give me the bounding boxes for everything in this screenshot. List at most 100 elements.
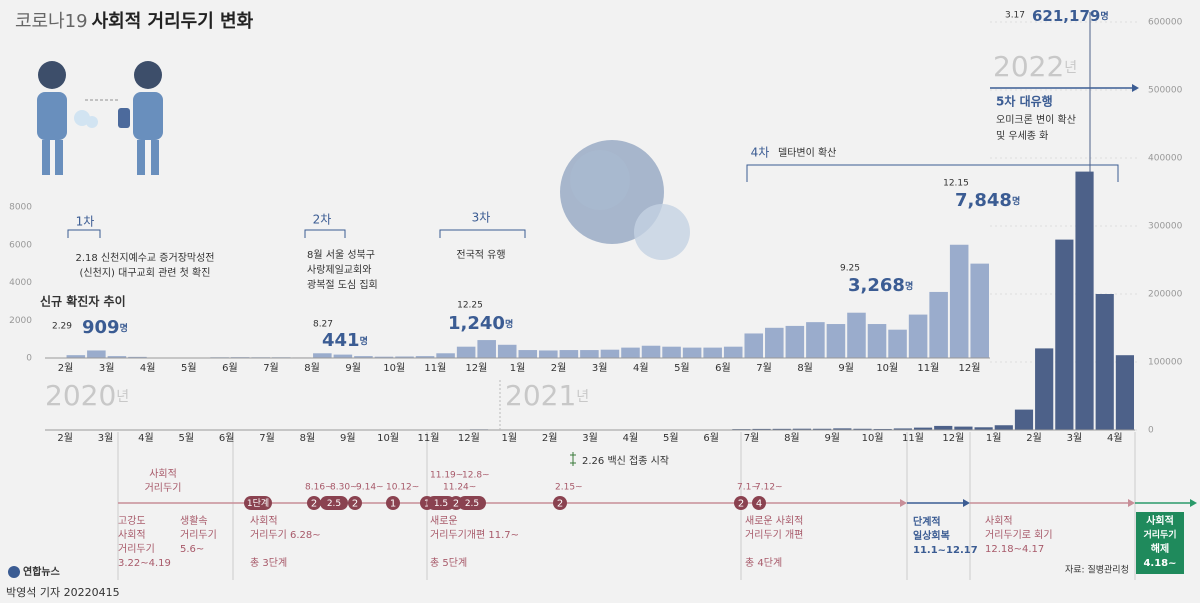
x-tick-label: 8월 <box>300 432 316 444</box>
bar <box>354 356 373 358</box>
stage-label: 2 <box>352 499 358 510</box>
x-tick-label: 5월 <box>663 432 679 444</box>
wave-label: 2차 <box>313 213 332 227</box>
wave-brackets <box>67 164 1119 238</box>
peak-value: 7,848명 <box>955 190 1020 211</box>
y-tick-label: 2000 <box>9 316 32 326</box>
timeline: 8.16~8.30~9.14~ 10.12~ 11.19~12.8~ 11.24~ 2.… <box>118 471 1053 570</box>
stage-label: 2.5 <box>327 499 341 509</box>
timeline-note: 거리두기 <box>145 482 182 494</box>
x-tick-label: 3월 <box>99 362 115 374</box>
x-tick-label: 4월 <box>138 432 154 444</box>
stage-marker <box>386 496 400 510</box>
bar <box>974 427 993 430</box>
y-tick-label: 400000 <box>1148 154 1183 164</box>
stage-marker <box>752 496 766 510</box>
stage-date: 10.12~ <box>386 483 419 493</box>
x-tick-label: 9월 <box>340 432 356 444</box>
wave-label: 4차 <box>751 146 770 160</box>
stage-note: 사회적 <box>250 515 278 527</box>
bar <box>395 356 414 358</box>
stage-total: 총 3단계 <box>250 557 287 569</box>
bar <box>682 347 702 358</box>
wave-label: 3차 <box>472 211 491 225</box>
bar <box>873 428 892 430</box>
arrow-head <box>963 499 970 507</box>
stage-note: 12.18~4.17 <box>985 544 1044 555</box>
year-label: 2020년 <box>45 379 129 412</box>
stage-marker <box>320 496 348 510</box>
x-tick-label: 4월 <box>623 432 639 444</box>
stage-date: 7.12~ <box>755 483 783 493</box>
wave-text: 8월 서울 성북구 <box>307 249 375 261</box>
y-tick-label: 100000 <box>1148 358 1183 368</box>
bar <box>908 314 928 358</box>
chart-title: 신규 확진자 추이 <box>40 294 126 309</box>
bar <box>1095 294 1114 430</box>
bar <box>66 355 86 358</box>
end-note: 4.18~ <box>1143 558 1176 569</box>
y-tick-label: 0 <box>26 354 32 364</box>
bar <box>772 428 791 430</box>
peak-number: 441 <box>322 330 360 351</box>
x-tick-label: 10월 <box>383 362 405 374</box>
wave-text: (신천지) 대구교회 관련 첫 확진 <box>80 267 211 279</box>
bar <box>1115 355 1134 430</box>
bar <box>87 350 106 358</box>
stage-label: 1 <box>390 499 396 510</box>
y-tick-label: 0 <box>1148 426 1154 436</box>
arrow-head <box>900 499 907 507</box>
bar <box>765 327 784 358</box>
stage-label: 2 <box>311 499 317 510</box>
bar <box>456 346 476 358</box>
stage-marker <box>307 496 321 510</box>
stage-label: 2.5 <box>465 499 479 509</box>
stage-note: 거리두기개편 11.7~ <box>430 529 519 541</box>
peak-unit: 명 <box>120 322 128 334</box>
bar <box>128 356 147 358</box>
title-prefix: 코로나19 <box>15 11 88 32</box>
bar <box>333 354 353 358</box>
bar <box>1075 171 1094 430</box>
x-tick-label: 6월 <box>222 362 238 374</box>
bar <box>888 329 907 358</box>
stage-label: 1.5 <box>434 499 448 509</box>
stage-label: 2 <box>557 499 563 510</box>
stage-marker <box>734 496 748 510</box>
stage-date: 8.30~ <box>330 483 358 493</box>
x-tick-label: 10월 <box>862 432 884 444</box>
stage-label: 1단계 <box>247 497 269 509</box>
bar <box>477 340 496 358</box>
bar <box>929 291 948 358</box>
stage-note: 고강도 <box>118 515 146 527</box>
peak-date: 9.25 <box>840 264 860 274</box>
stage-note: 거리두기 <box>180 529 217 541</box>
y-tick-label: 4000 <box>9 278 32 288</box>
credit: 박영석 기자 20220415 <box>6 586 120 599</box>
bar <box>703 347 722 358</box>
x-tick-label: 4월 <box>1107 432 1123 444</box>
stage-note: 거리두기로 회기 <box>985 529 1053 541</box>
logo: 연합뉴스 <box>23 565 60 578</box>
x-tick-label: 3월 <box>98 432 114 444</box>
x-tick-label: 6월 <box>219 432 235 444</box>
x-tick-label: 3월 <box>582 432 598 444</box>
bar <box>752 428 771 430</box>
bar <box>1055 239 1074 430</box>
stage-marker <box>458 496 486 510</box>
x-tick-label: 7월 <box>756 362 772 374</box>
bar <box>847 312 866 358</box>
x-tick-label: 4월 <box>140 362 156 374</box>
x-tick-label: 7월 <box>263 362 279 374</box>
lower-chart: 0 100000 200000 300000 400000 500000 600000 <box>45 18 1183 436</box>
bar <box>813 428 832 430</box>
y-tick-label: 8000 <box>9 203 32 213</box>
x-tick-label: 1월 <box>510 362 526 374</box>
recovery-note: 11.1~12.17 <box>913 545 978 556</box>
stage-label: 2 <box>738 499 744 510</box>
stage-marker <box>427 496 455 510</box>
stage-date: 9.14~ <box>356 483 384 493</box>
bar <box>934 425 953 430</box>
bar <box>1014 409 1034 430</box>
end-box <box>1136 512 1184 574</box>
